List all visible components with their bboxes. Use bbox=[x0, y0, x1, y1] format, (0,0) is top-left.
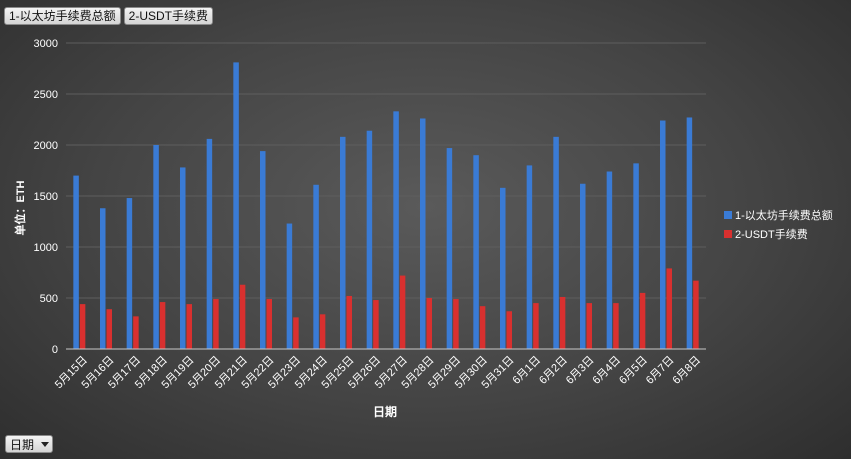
bar-series-2[interactable] bbox=[106, 309, 113, 349]
bar-series-2[interactable] bbox=[666, 268, 673, 349]
bar-series-1[interactable] bbox=[366, 130, 373, 349]
bar-series-1[interactable] bbox=[526, 165, 533, 349]
bar-series-1[interactable] bbox=[153, 145, 159, 349]
bar-series-1[interactable] bbox=[260, 151, 266, 349]
bar-series-1[interactable] bbox=[100, 208, 106, 349]
bar-series-1[interactable] bbox=[206, 138, 213, 349]
y-tick-label: 1500 bbox=[34, 191, 58, 203]
bar-series-2[interactable] bbox=[79, 304, 86, 349]
bar-series-1[interactable] bbox=[580, 183, 586, 349]
bar-series-2[interactable] bbox=[399, 275, 406, 349]
series-tab-1[interactable]: 1-以太坊手续费总额 bbox=[4, 7, 121, 25]
x-tick-label: 6月3日 bbox=[564, 354, 597, 387]
bar-series-1[interactable] bbox=[233, 62, 239, 349]
bar-series-2[interactable] bbox=[159, 302, 166, 349]
date-filter-dropdown[interactable]: 日期 bbox=[5, 435, 53, 453]
date-filter-label: 日期 bbox=[10, 438, 35, 452]
legend-label-2: 2-USDT手续费 bbox=[735, 227, 808, 241]
x-axis-ticks: 5月15日5月16日5月17日5月18日5月19日5月20日5月21日5月22日… bbox=[53, 354, 703, 391]
chevron-down-icon bbox=[41, 442, 49, 447]
legend-swatch-2 bbox=[724, 230, 732, 238]
bar-series-2[interactable] bbox=[533, 303, 539, 349]
bar-series-1[interactable] bbox=[340, 136, 346, 349]
bar-series-1[interactable] bbox=[126, 198, 133, 349]
legend-label-1: 1-以太坊手续费总额 bbox=[735, 208, 833, 222]
y-axis-ticks: 0 500 1000 1500 2000 2500 3000 bbox=[34, 38, 58, 356]
bar-series-1[interactable] bbox=[686, 117, 693, 350]
bar-series-2[interactable] bbox=[319, 314, 326, 349]
y-tick-label: 500 bbox=[40, 293, 58, 305]
bar-series-2[interactable] bbox=[559, 296, 566, 349]
bar-series-2[interactable] bbox=[186, 304, 193, 349]
x-tick-label: 6月4日 bbox=[591, 354, 624, 387]
y-tick-label: 2500 bbox=[34, 89, 58, 101]
bar-series-2[interactable] bbox=[639, 292, 646, 349]
bar-series-1[interactable] bbox=[393, 111, 399, 349]
bar-series-1[interactable] bbox=[473, 155, 479, 349]
y-tick-label: 0 bbox=[52, 344, 58, 356]
bar-series-1[interactable] bbox=[606, 171, 613, 349]
legend: 1-以太坊手续费总额 2-USDT手续费 bbox=[724, 208, 833, 241]
series-tabs: 1-以太坊手续费总额 2-USDT手续费 bbox=[4, 7, 214, 25]
bar-series-1[interactable] bbox=[633, 163, 639, 349]
series-tab-2[interactable]: 2-USDT手续费 bbox=[123, 7, 214, 25]
bar-series-2[interactable] bbox=[479, 306, 486, 349]
bar-series-2[interactable] bbox=[266, 299, 273, 349]
bar-series-2[interactable] bbox=[453, 299, 459, 349]
x-tick-label: 6月8日 bbox=[671, 354, 704, 387]
bar-series-1[interactable] bbox=[553, 136, 559, 349]
y-tick-label: 3000 bbox=[34, 38, 58, 50]
bar-series-1[interactable] bbox=[660, 120, 666, 350]
bar-series-2[interactable] bbox=[613, 303, 619, 349]
bar-series-2[interactable] bbox=[239, 284, 246, 349]
bar-series-2[interactable] bbox=[346, 295, 353, 349]
bar-series-2[interactable] bbox=[293, 317, 299, 349]
bar-series-2[interactable] bbox=[213, 299, 219, 349]
y-tick-label: 2000 bbox=[34, 140, 58, 152]
bar-series-2[interactable] bbox=[133, 316, 139, 349]
x-tick-label: 6月5日 bbox=[617, 354, 650, 387]
y-axis-label: 单位：ETH bbox=[13, 180, 27, 235]
bar-series-1[interactable] bbox=[313, 184, 319, 349]
bar-series-1[interactable] bbox=[420, 118, 426, 349]
x-tick-label: 6月2日 bbox=[537, 354, 570, 387]
bar-series-2[interactable] bbox=[426, 298, 433, 349]
bar-series-2[interactable] bbox=[586, 303, 593, 349]
gridlines bbox=[66, 42, 706, 299]
x-axis-label: 日期 bbox=[373, 404, 397, 419]
bar-series-1[interactable] bbox=[446, 148, 453, 349]
bar-series-2[interactable] bbox=[506, 311, 513, 349]
bar-series-1[interactable] bbox=[500, 187, 506, 349]
x-tick-label: 6月7日 bbox=[644, 354, 677, 387]
bar-series-1[interactable] bbox=[286, 223, 293, 349]
bar-series-1[interactable] bbox=[73, 175, 79, 349]
bars bbox=[73, 62, 699, 350]
bar-series-1[interactable] bbox=[180, 167, 186, 349]
legend-swatch-1 bbox=[724, 211, 732, 219]
bar-series-2[interactable] bbox=[693, 280, 699, 349]
y-tick-label: 1000 bbox=[34, 242, 58, 254]
x-tick-label: 6月1日 bbox=[511, 354, 544, 387]
bar-series-2[interactable] bbox=[373, 300, 379, 349]
